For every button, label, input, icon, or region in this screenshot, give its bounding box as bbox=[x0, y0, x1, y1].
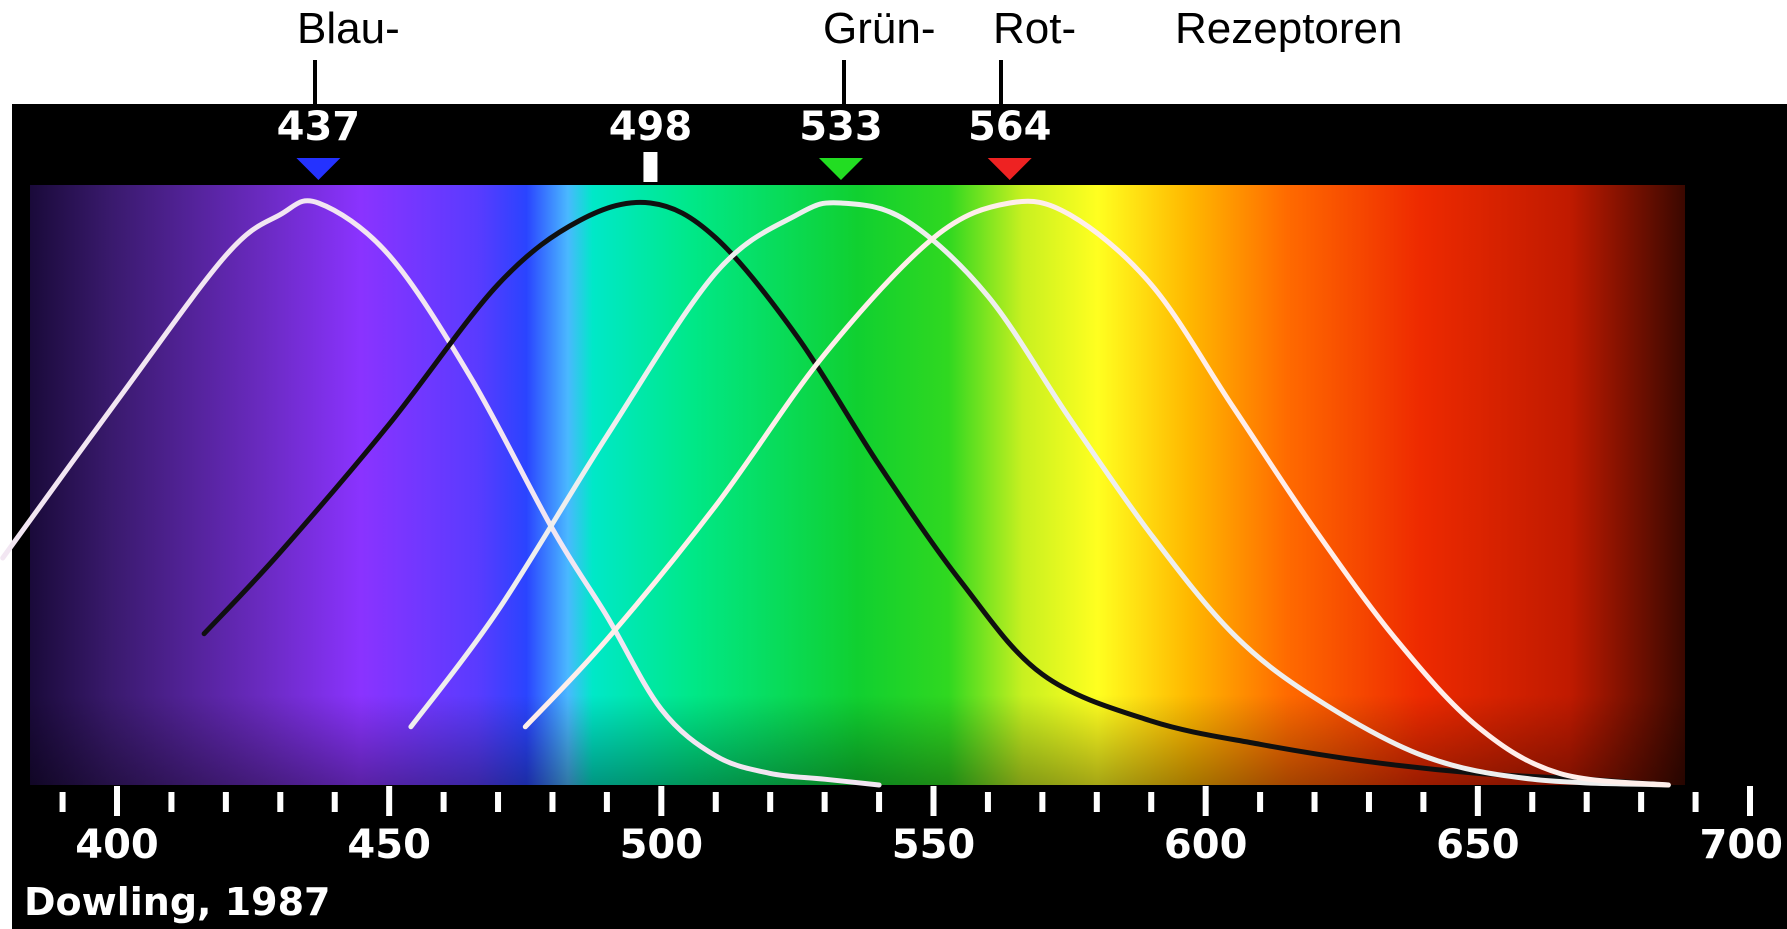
x-tick-410 bbox=[168, 792, 175, 812]
x-tick-660 bbox=[1529, 792, 1536, 812]
x-tick-690 bbox=[1692, 792, 1699, 812]
x-tick-470 bbox=[495, 792, 502, 812]
x-tick-630 bbox=[1365, 792, 1372, 812]
green-receptor-label: Grün- bbox=[823, 4, 935, 53]
x-axis: 400 450 500 550 600 650 700 bbox=[59, 786, 1784, 868]
sensitivity-curve-437 bbox=[0, 198, 882, 788]
x-tick-label-650: 650 bbox=[1436, 822, 1520, 868]
spectrum-shade bbox=[30, 185, 1685, 785]
x-tick-670 bbox=[1583, 792, 1590, 812]
x-tick-label-400: 400 bbox=[75, 822, 159, 868]
x-tick-label-700: 700 bbox=[1700, 822, 1784, 868]
x-tick-700 bbox=[1747, 786, 1753, 816]
peak-label-437: 437 bbox=[277, 104, 361, 150]
x-tick-560 bbox=[984, 792, 991, 812]
x-tick-510 bbox=[712, 792, 719, 812]
x-tick-440 bbox=[331, 792, 338, 812]
x-tick-640 bbox=[1420, 792, 1427, 812]
source-credit: Dowling, 1987 bbox=[24, 880, 331, 924]
x-tick-520 bbox=[767, 792, 774, 812]
peak-label-533: 533 bbox=[799, 104, 883, 150]
x-tick-430 bbox=[277, 792, 284, 812]
x-tick-label-450: 450 bbox=[347, 822, 431, 868]
x-tick-620 bbox=[1311, 792, 1318, 812]
receptors-label: Rezeptoren bbox=[1175, 4, 1402, 53]
sensitivity-curves bbox=[0, 198, 1671, 788]
x-tick-550 bbox=[930, 786, 937, 816]
sensitivity-curve-533 bbox=[408, 200, 1671, 788]
x-tick-650 bbox=[1474, 786, 1481, 816]
x-tick-450 bbox=[386, 786, 393, 816]
x-tick-390 bbox=[59, 792, 66, 812]
x-tick-label-600: 600 bbox=[1164, 822, 1248, 868]
blue-receptor-label: Blau- bbox=[297, 4, 400, 53]
peak-marker-533 bbox=[818, 158, 863, 180]
x-tick-590 bbox=[1148, 792, 1155, 812]
sensitivity-curve-498 bbox=[201, 199, 1671, 788]
x-tick-label-500: 500 bbox=[620, 822, 704, 868]
x-tick-680 bbox=[1638, 792, 1645, 812]
sensitivity-curve-564 bbox=[522, 198, 1671, 788]
x-tick-580 bbox=[1093, 792, 1100, 812]
x-tick-530 bbox=[821, 792, 828, 812]
peak-markers: 437 498 533 564 bbox=[277, 104, 1052, 182]
x-tick-480 bbox=[549, 792, 556, 812]
peak-label-498: 498 bbox=[609, 104, 693, 150]
x-tick-490 bbox=[603, 792, 610, 812]
x-tick-420 bbox=[222, 792, 229, 812]
x-tick-570 bbox=[1039, 792, 1046, 812]
peak-marker-564 bbox=[987, 158, 1032, 180]
x-tick-500 bbox=[658, 786, 665, 816]
x-tick-label-550: 550 bbox=[892, 822, 976, 868]
x-tick-400 bbox=[114, 786, 120, 816]
peak-label-564: 564 bbox=[968, 104, 1052, 150]
red-receptor-label: Rot- bbox=[993, 4, 1076, 53]
x-tick-610 bbox=[1257, 792, 1264, 812]
peak-marker-498 bbox=[643, 152, 658, 182]
x-tick-600 bbox=[1202, 786, 1209, 816]
x-tick-540 bbox=[876, 792, 883, 812]
peak-marker-437 bbox=[296, 158, 341, 180]
x-tick-460 bbox=[440, 792, 447, 812]
